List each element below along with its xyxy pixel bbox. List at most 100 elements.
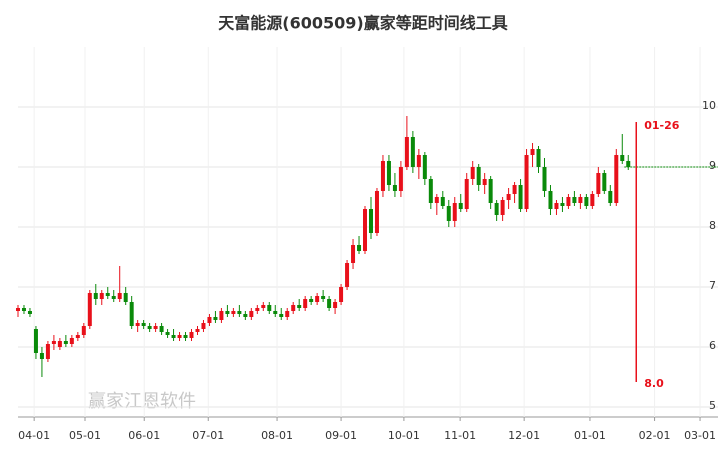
candle-body — [404, 137, 409, 167]
candle-body — [81, 326, 86, 335]
candle-body — [416, 155, 421, 167]
candle-body — [117, 293, 122, 299]
candle-body — [183, 335, 188, 338]
candle-body — [392, 185, 397, 191]
y-tick-label: 5 — [709, 399, 716, 412]
x-tick-label: 06-01 — [128, 429, 160, 442]
candle-body — [111, 296, 116, 299]
candle-body — [566, 197, 571, 206]
candle-body — [213, 317, 218, 320]
candle-body — [129, 302, 134, 326]
candle-body — [309, 299, 314, 302]
candle-body — [446, 206, 451, 221]
candle-body — [518, 185, 523, 209]
candle-body — [195, 329, 200, 332]
candle-body — [542, 167, 547, 191]
candle-body — [530, 149, 535, 155]
y-tick-label: 7 — [709, 279, 716, 292]
candle-body — [380, 161, 385, 191]
candle-body — [243, 314, 248, 317]
candle-body — [488, 179, 493, 203]
candle-body — [75, 335, 80, 338]
candle-body — [267, 305, 272, 311]
candle-body — [500, 200, 505, 215]
candle-body — [225, 311, 230, 314]
candle-body — [434, 197, 439, 203]
candle-body — [57, 341, 62, 347]
x-tick-label: 04-01 — [18, 429, 50, 442]
candle-body — [147, 326, 152, 329]
candle-body — [16, 308, 20, 311]
candle-body — [153, 326, 158, 329]
candle-body — [339, 287, 344, 302]
candle-body — [357, 245, 362, 251]
candle-body — [560, 203, 565, 206]
candle-body — [596, 173, 601, 194]
candle-body — [554, 203, 559, 209]
candle-body — [177, 335, 182, 338]
candle-body — [27, 311, 32, 314]
candle-body — [39, 353, 44, 359]
candle-body — [363, 209, 368, 251]
candle-body — [410, 137, 415, 167]
candle-body — [482, 179, 487, 185]
candle-body — [201, 323, 206, 329]
candle-body — [374, 191, 379, 233]
candle-body — [207, 317, 212, 323]
candle-body — [249, 311, 254, 317]
candle-body — [291, 305, 296, 311]
candle-body — [524, 155, 529, 209]
candle-body — [590, 194, 595, 206]
candle-body — [69, 338, 74, 344]
candle-body — [584, 197, 589, 206]
candle-body — [261, 305, 266, 308]
marker-top-label: 01-26 — [644, 119, 680, 132]
candle-body — [578, 197, 583, 203]
x-tick-label: 08-01 — [261, 429, 293, 442]
candle-body — [321, 296, 326, 299]
y-tick-label: 10 — [702, 99, 716, 112]
chart-title: 天富能源(600509)赢家等距时间线工具 — [218, 14, 507, 33]
candle-body — [512, 185, 517, 194]
candle-body — [506, 194, 511, 200]
candle-body — [99, 293, 104, 299]
candle-body — [303, 299, 308, 308]
candle-body — [93, 293, 98, 299]
candle-body — [189, 332, 194, 338]
candle-body — [536, 149, 541, 167]
x-tick-label: 05-01 — [69, 429, 101, 442]
candle-body — [422, 155, 427, 179]
candle-body — [273, 311, 278, 314]
candle-body — [231, 311, 236, 314]
watermark: 赢家江恩软件 — [88, 390, 196, 412]
candle-body — [464, 179, 469, 209]
candle-body — [626, 161, 631, 167]
candle-body — [21, 308, 26, 311]
candle-body — [428, 179, 433, 203]
candle-body — [171, 335, 176, 338]
candle-body — [572, 197, 577, 203]
y-tick-label: 6 — [709, 339, 716, 352]
candle-body — [33, 329, 38, 353]
candle-body — [123, 293, 128, 302]
candle-body — [476, 167, 481, 185]
candle-body — [620, 155, 625, 161]
candle-body — [105, 293, 110, 296]
x-tick-label: 03-01 — [684, 429, 716, 442]
candle-body — [458, 203, 463, 209]
candle-body — [614, 155, 619, 203]
candle-body — [87, 293, 92, 326]
y-tick-label: 9 — [709, 159, 716, 172]
candle-body — [327, 299, 332, 308]
candle-body — [470, 167, 475, 179]
candle-body — [255, 308, 260, 311]
candle-body — [494, 203, 499, 215]
candle-body — [141, 323, 146, 326]
candle-body — [297, 305, 302, 308]
candle-body — [398, 167, 403, 191]
candle-body — [315, 296, 320, 302]
candle-body — [351, 245, 356, 263]
candle-body — [135, 323, 140, 326]
x-tick-label: 02-01 — [639, 429, 671, 442]
